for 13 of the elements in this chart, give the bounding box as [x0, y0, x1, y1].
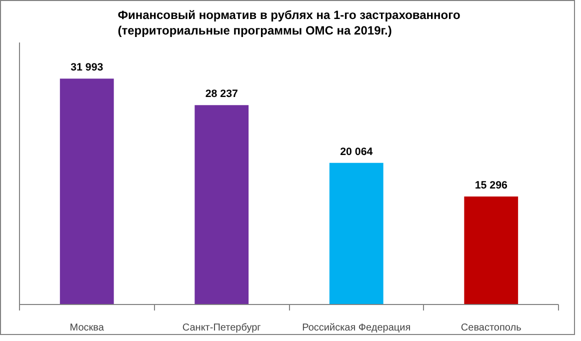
chart-title: Финансовый норматив в рублях на 1-го застрахованного (территориальные программы ОМС на 2019г.): [118, 8, 460, 38]
x-tick-label: Севастополь: [460, 322, 522, 334]
bar: [194, 105, 249, 304]
bar: [464, 196, 518, 304]
x-tick-label: Российская Федерация: [302, 322, 411, 334]
x-tick-label: Санкт-Петербург: [182, 322, 262, 334]
data-label: 20 064: [340, 146, 373, 158]
data-label: 15 296: [474, 180, 508, 192]
data-label: 28 237: [205, 88, 238, 100]
bar: [60, 78, 114, 304]
x-tick-label: Москва: [70, 322, 104, 334]
data-label: 31 993: [70, 62, 104, 74]
bar: [329, 162, 384, 304]
